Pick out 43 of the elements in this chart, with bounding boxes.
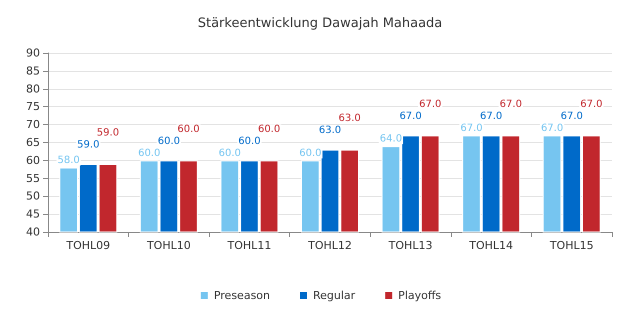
data-label: 63.0 — [338, 113, 361, 124]
y-tick-label: 90 — [26, 46, 40, 60]
y-tick-label: 80 — [26, 82, 40, 96]
data-label: 58.0 — [58, 155, 80, 166]
data-label: 67.0 — [460, 122, 483, 134]
data-label: 60.0 — [177, 124, 200, 135]
data-label: 60.0 — [218, 148, 241, 159]
data-label: 60.0 — [138, 148, 160, 159]
y-tick-label: 45 — [26, 208, 40, 221]
data-label: 64.0 — [380, 134, 402, 145]
y-tick-label: 40 — [26, 226, 40, 238]
data-label: 67.0 — [580, 98, 602, 110]
y-tick-label: 60 — [26, 154, 40, 167]
legend-label: Preseason — [214, 289, 270, 302]
y-tick-label: 65 — [26, 136, 40, 149]
y-tick-label: 55 — [26, 172, 40, 185]
x-tick-label: TOHL13 — [388, 239, 432, 252]
y-tick-label: 85 — [26, 64, 40, 78]
data-label: 59.0 — [96, 127, 120, 138]
data-label: 67.0 — [480, 110, 502, 122]
x-tick-label: TOHL15 — [548, 239, 594, 252]
y-tick-label: 50 — [26, 190, 40, 203]
x-tick-label: TOHL14 — [468, 239, 514, 252]
data-label: 67.0 — [540, 122, 564, 134]
x-tick-label: TOHL10 — [146, 239, 191, 252]
chart-title: Stärkeentwicklung Dawajah Mahaada — [198, 16, 442, 31]
data-label: 67.0 — [399, 110, 422, 122]
y-tick-label: 70 — [26, 118, 40, 132]
data-label: 59.0 — [77, 139, 100, 150]
legend-label: Playoffs — [398, 289, 442, 302]
data-label: 60.0 — [299, 148, 322, 159]
data-label: 67.0 — [419, 98, 442, 110]
data-label: 60.0 — [238, 136, 261, 147]
x-tick-label: TOHL11 — [226, 239, 272, 252]
data-label: 60.0 — [158, 136, 180, 147]
legend-label: Regular — [312, 289, 356, 302]
data-label: 60.0 — [258, 124, 280, 135]
data-label: 63.0 — [318, 125, 342, 136]
y-tick-label: 75 — [26, 100, 40, 114]
x-tick-label: TOHL09 — [65, 239, 110, 252]
data-label: 67.0 — [560, 110, 583, 122]
data-label: 67.0 — [500, 98, 522, 110]
x-tick-label: TOHL12 — [307, 239, 352, 252]
